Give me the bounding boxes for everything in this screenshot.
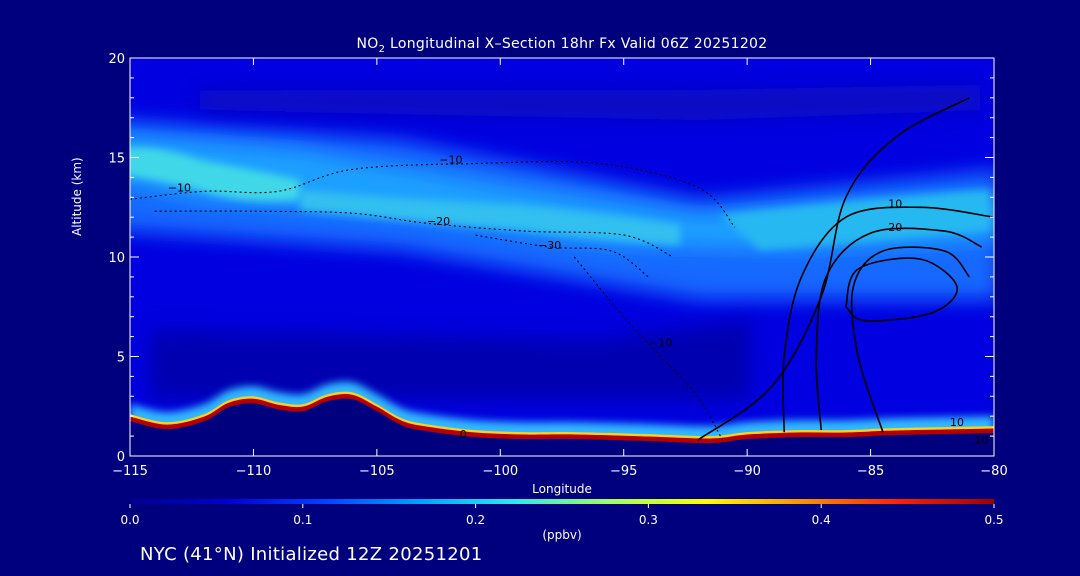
plume-core <box>130 147 300 202</box>
plume-mid <box>300 190 680 245</box>
negative-contour <box>130 160 736 228</box>
x-tick-label: −110 <box>236 464 272 479</box>
positive-contour <box>697 97 970 441</box>
contour-label: −20 <box>427 215 450 228</box>
contour-labels: −10 −10 −20 −30 10 20 −10 0 10 10 <box>168 153 989 447</box>
y-tick-label: 10 <box>108 251 125 266</box>
contour-label: 10 <box>975 434 989 447</box>
contour-label: −10 <box>649 337 672 350</box>
y-axis: 0 5 10 15 20 <box>108 52 994 465</box>
no2-field: −10 −10 −20 −30 10 20 −10 0 10 10 <box>130 58 994 456</box>
terrain <box>130 398 994 456</box>
x-tick-label: −80 <box>980 464 1007 479</box>
y-tick-label: 20 <box>108 52 125 67</box>
positive-contour <box>850 246 970 433</box>
y-tick-label: 5 <box>117 351 125 366</box>
contour-label: 20 <box>888 221 902 234</box>
colorbar-ticks: 0.0 0.1 0.2 0.3 0.4 0.5 <box>120 504 1004 527</box>
x-tick-label: −95 <box>610 464 637 479</box>
x-tick-label: −105 <box>359 464 395 479</box>
x-tick-label: −100 <box>482 464 518 479</box>
positive-contour <box>782 206 994 433</box>
y-axis-label: Altitude (km) <box>70 157 84 236</box>
contour-label: 10 <box>888 197 902 210</box>
contour-label: −10 <box>168 181 191 194</box>
lower-dark <box>150 320 750 400</box>
negative-contour <box>154 210 674 258</box>
colorbar-tick-label: 0.5 <box>984 513 1003 527</box>
init-footer: NYC (41°N) Initialized 12Z 20251201 <box>140 544 483 565</box>
y-tick-label: 15 <box>108 152 125 167</box>
y-tick-label: 0 <box>117 450 125 465</box>
contour-label: −30 <box>538 239 561 252</box>
x-axis: −115 −110 −105 −100 −95 −90 −85 −80 <box>112 58 1008 479</box>
stratosphere-dark <box>200 85 980 120</box>
colorbar-unit: (ppbv) <box>542 528 582 542</box>
x-tick-label: −85 <box>857 464 884 479</box>
colorbar-tick-label: 0.1 <box>293 513 312 527</box>
colorbar-tick-label: 0.2 <box>466 513 485 527</box>
colorbar-tick-label: 0.4 <box>812 513 831 527</box>
positive-contour <box>815 227 983 431</box>
contour-lines <box>130 97 994 441</box>
negative-contour <box>475 234 649 278</box>
negative-contour <box>573 256 723 441</box>
contour-label: −10 <box>439 153 462 166</box>
colorbar <box>130 499 994 504</box>
x-axis-label: Longitude <box>532 482 592 496</box>
positive-contour <box>845 257 958 322</box>
contour-label: 0 <box>460 428 467 441</box>
x-tick-label: −115 <box>112 464 148 479</box>
colorbar-tick-label: 0.3 <box>639 513 658 527</box>
colorbar-tick-label: 0.0 <box>120 513 139 527</box>
chart-title: NO2 Longitudinal X–Section 18hr Fx Valid… <box>356 36 768 55</box>
contour-label: 10 <box>950 416 964 429</box>
x-tick-label: −90 <box>733 464 760 479</box>
east-plume <box>720 190 990 250</box>
